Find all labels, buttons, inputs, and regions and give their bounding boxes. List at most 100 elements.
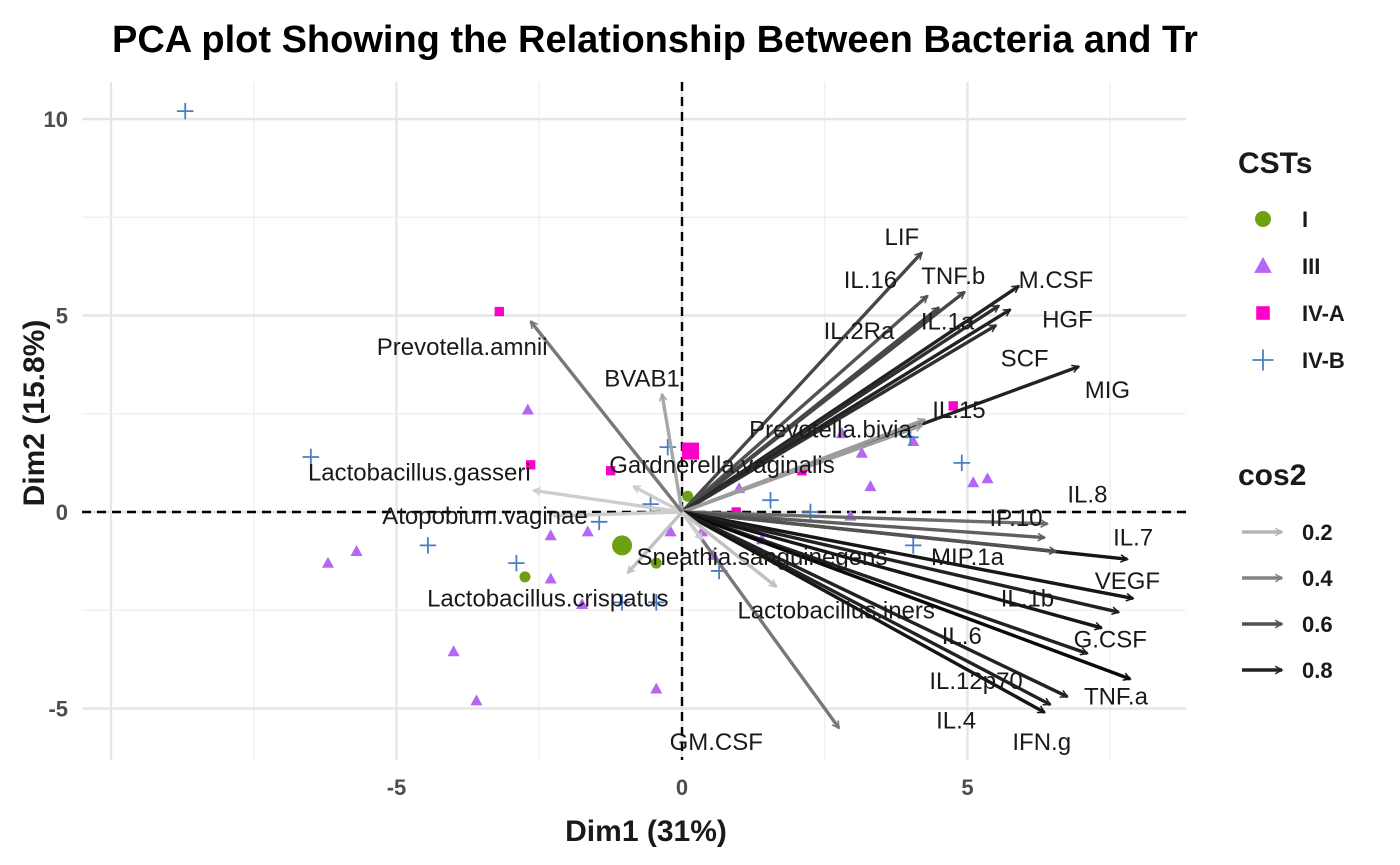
legend-key-i [1255, 211, 1271, 227]
point-iv-a [494, 306, 504, 317]
arrow-scf [681, 323, 996, 514]
point-iii [544, 529, 557, 541]
point-i [682, 490, 694, 502]
variable-label: IL.1b [1001, 585, 1054, 612]
variable-label: G.CSF [1074, 627, 1147, 654]
legend-key-iv-b [1252, 349, 1274, 371]
arrow-gardnerella-vaginalis [633, 484, 683, 514]
variable-label: Lactobacillus.iners [737, 597, 934, 624]
x-tick-label: -5 [387, 775, 407, 800]
y-tick-label: 5 [56, 304, 68, 329]
point-iii [321, 556, 335, 568]
point-iv-b [642, 495, 659, 513]
arrow-lactobacillus-crispatus [626, 510, 684, 573]
y-tick-label: 0 [56, 500, 68, 525]
arrow-vegf [681, 510, 1133, 598]
point-iv-b [176, 102, 194, 120]
variable-label: Sneathia.sanguinegens [637, 544, 888, 571]
arrow-prevotella-amnii [529, 321, 684, 514]
variable-label: BVAB1 [604, 365, 680, 392]
variable-label: M.CSF [1019, 267, 1094, 294]
y-tick-label: -5 [48, 697, 68, 722]
arrow-sneathia-sanguinegens [680, 511, 704, 540]
arrow-lif [680, 251, 924, 514]
variable-label: IL.4 [936, 707, 976, 734]
arrows-layer [529, 251, 1133, 729]
variable-label: Lactobacillus.crispatus [427, 585, 668, 612]
point-i [650, 557, 662, 569]
variable-label: IL.16 [844, 267, 897, 294]
point-iv-b [302, 448, 320, 466]
legend-label: IV-A [1302, 301, 1345, 326]
arrow-il-2ra [680, 306, 939, 514]
legend-key-iv-a [1256, 306, 1270, 320]
x-tick-label: 0 [676, 775, 688, 800]
variable-label: MIP.1a [931, 544, 1005, 571]
y-tick-label: 10 [44, 107, 68, 132]
point-iv-b [590, 513, 608, 531]
point-iii [981, 472, 994, 484]
variable-label: IL.15 [932, 397, 985, 424]
variable-label: IL.8 [1067, 481, 1107, 508]
variable-label: MIG [1085, 377, 1130, 404]
arrow-lactobacillus-iners [680, 510, 776, 589]
arrow-atopobium-vaginae [554, 510, 683, 516]
arrow-ifn-g [681, 510, 1045, 714]
axes-layer: -5 0 5 -5 0 5 10 [44, 107, 974, 800]
point-i [519, 571, 531, 583]
variable-label: Gardnerella.vaginalis [609, 452, 834, 479]
legend-groups-title: CSTs [1238, 147, 1312, 180]
variable-label: IL.12p70 [929, 668, 1022, 695]
legend-label: 0.2 [1302, 520, 1333, 545]
x-tick-label: 5 [961, 775, 973, 800]
arrow-il-16 [680, 294, 928, 514]
plot-grid [82, 82, 1186, 760]
variable-label: Prevotella.amnii [377, 334, 548, 361]
variable-label: IFN.g [1012, 729, 1071, 756]
legend-label: 0.6 [1302, 612, 1333, 637]
arrow-bvab1 [662, 394, 684, 513]
arrow-mip-1a [681, 510, 1056, 551]
legend-label: 0.8 [1302, 658, 1333, 683]
variable-label: IL.2Ra [824, 318, 895, 345]
legend-label: IV-B [1302, 348, 1345, 373]
legend-key-iii [1254, 256, 1272, 273]
variable-label: IL.7 [1113, 525, 1153, 552]
point-iii [350, 545, 363, 557]
centroid-i [612, 535, 633, 556]
legend-cos2: cos2 0.2 0.4 0.6 0.8 [1238, 459, 1333, 683]
point-iii [581, 525, 594, 537]
point-iii [855, 446, 868, 458]
point-iv-b [659, 438, 676, 456]
arrow-gm-csf [680, 511, 841, 728]
arrow-prevotella-bivia [681, 420, 925, 514]
variable-label: IP.10 [990, 505, 1043, 532]
variable-label: HGF [1042, 306, 1093, 333]
variable-label: LIF [884, 224, 919, 251]
arrow-il-12p70 [681, 510, 1067, 699]
legend-label: 0.4 [1302, 566, 1333, 591]
point-iv-b [419, 537, 437, 554]
point-iv-b [905, 537, 922, 554]
variable-label: Lactobacillus.gasseri [308, 460, 531, 487]
arrow-lactobacillus-gasseri [534, 490, 683, 514]
variable-label: SCF [1001, 346, 1049, 373]
point-iv-b [762, 491, 779, 509]
x-axis-title: Dim1 (31%) [565, 815, 727, 848]
point-iv-a [731, 507, 741, 517]
point-iv-b [953, 454, 971, 472]
point-iii [470, 694, 483, 706]
zero-lines [82, 82, 1186, 760]
arrow-ip-10 [681, 510, 1045, 538]
point-iv-a [797, 466, 807, 476]
point-iii [447, 645, 460, 657]
variable-label: TNF.b [921, 263, 985, 290]
point-iii [544, 572, 557, 584]
point-iii [650, 682, 663, 694]
point-iii [864, 480, 877, 492]
arrow-tnf-a [681, 510, 1130, 679]
arrow-g-csf [681, 510, 1102, 628]
arrow-il-1b [681, 510, 1119, 612]
variable-label: Atopobium.vaginae [382, 503, 587, 530]
